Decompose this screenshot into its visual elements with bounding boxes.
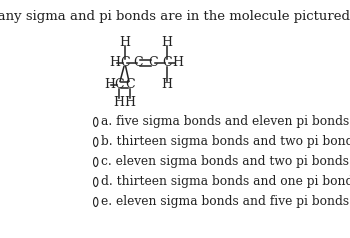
Text: C: C: [134, 56, 143, 69]
Text: H: H: [172, 56, 183, 69]
Text: C: C: [148, 56, 158, 69]
Text: d. thirteen sigma bonds and one pi bond: d. thirteen sigma bonds and one pi bond: [100, 175, 350, 188]
Text: b. thirteen sigma bonds and two pi bonds: b. thirteen sigma bonds and two pi bonds: [100, 135, 350, 149]
Text: C: C: [162, 56, 172, 69]
Text: C: C: [125, 79, 134, 91]
Text: C: C: [120, 56, 130, 69]
Text: e. eleven sigma bonds and five pi bonds: e. eleven sigma bonds and five pi bonds: [100, 195, 349, 208]
Text: H: H: [104, 79, 115, 91]
Text: How many sigma and pi bonds are in the molecule pictured below?: How many sigma and pi bonds are in the m…: [0, 10, 350, 23]
Text: H: H: [119, 35, 131, 49]
Text: H: H: [161, 79, 172, 91]
Text: H: H: [110, 56, 121, 69]
Text: H: H: [161, 35, 172, 49]
Text: a. five sigma bonds and eleven pi bonds: a. five sigma bonds and eleven pi bonds: [100, 115, 349, 129]
Text: C: C: [114, 79, 124, 91]
Text: c. eleven sigma bonds and two pi bonds: c. eleven sigma bonds and two pi bonds: [100, 155, 349, 169]
Text: H: H: [124, 95, 135, 109]
Text: H: H: [113, 95, 125, 109]
